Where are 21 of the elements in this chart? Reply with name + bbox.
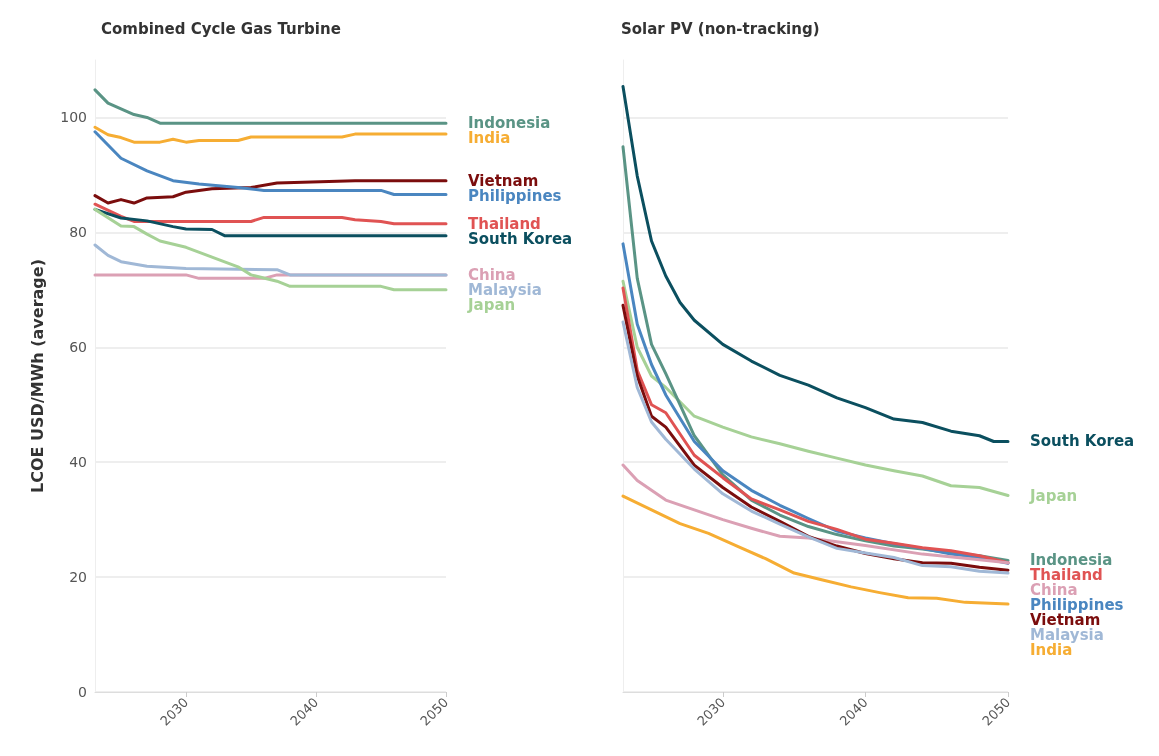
series-label: India bbox=[468, 129, 511, 148]
series-label: Japan bbox=[1029, 486, 1078, 505]
y-tick-label: 60 bbox=[69, 339, 87, 356]
line-series bbox=[93, 125, 448, 144]
chart-title: Solar PV (non-tracking) bbox=[621, 19, 820, 38]
line-series bbox=[93, 202, 448, 226]
line-series bbox=[93, 179, 448, 205]
y-axis-title: LCOE USD/MWh (average) bbox=[27, 259, 47, 493]
line-series bbox=[93, 88, 448, 125]
line-series bbox=[93, 207, 448, 292]
y-tick-label: 20 bbox=[69, 569, 87, 586]
text: Philippines bbox=[1030, 596, 1124, 615]
series-label: South Korea bbox=[1030, 432, 1135, 451]
y-tick-label: 40 bbox=[69, 454, 87, 471]
y-tick-label: 0 bbox=[78, 684, 87, 700]
y-tick-label: 80 bbox=[69, 224, 87, 241]
line-series bbox=[93, 207, 448, 238]
line-series bbox=[93, 130, 448, 196]
line-series bbox=[93, 243, 448, 277]
y-tick-label: 100 bbox=[60, 109, 87, 126]
chart-title: Combined Cycle Gas Turbine bbox=[101, 19, 341, 38]
